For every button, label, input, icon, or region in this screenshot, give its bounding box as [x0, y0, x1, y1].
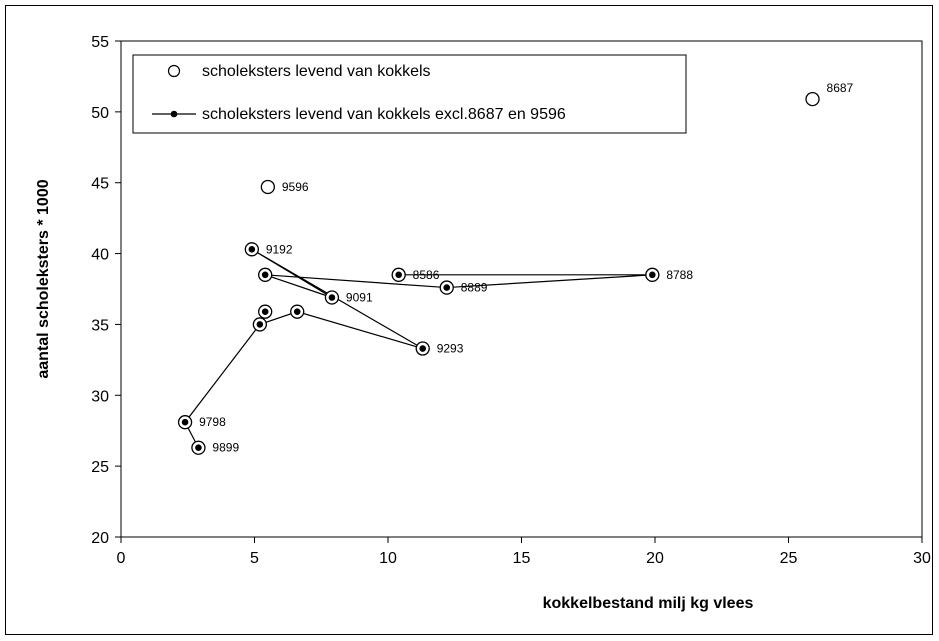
y-tick-label: 45 [91, 176, 109, 193]
point-label: 9596 [282, 180, 309, 194]
filled-dot-marker [395, 271, 402, 279]
point-label: 9091 [346, 291, 373, 305]
point-labels: 8586 8687 8788 8889 9091 9192 9293 9596 9798 9899 [199, 81, 853, 455]
markers [177, 91, 820, 455]
legend: scholeksters levend van kokkels scholeks… [132, 54, 687, 134]
y-tick-label: 55 [91, 34, 109, 51]
filled-dot-marker [181, 418, 189, 426]
filled-dot-marker [443, 284, 451, 291]
filled-dot-marker [261, 271, 269, 279]
y-tick-label: 50 [91, 105, 109, 122]
legend-label-open: scholeksters levend van kokkels [202, 63, 431, 80]
legend-filled-dot [170, 110, 178, 118]
y-tick-label: 25 [91, 459, 109, 476]
open-circle-marker [260, 179, 276, 195]
filled-dot-marker [256, 321, 264, 328]
x-axis-title: kokkelbestand milj kg vlees [543, 595, 754, 612]
filled-dot-marker [328, 294, 336, 301]
y-tick-label: 20 [91, 530, 109, 547]
filled-dot-marker [261, 308, 269, 315]
y-axis-title: aantal scholeksters * 1000 [35, 179, 52, 378]
filled-dot-marker [195, 444, 202, 452]
x-tick-label: 10 [379, 550, 397, 567]
x-tick-label: 0 [117, 550, 126, 567]
y-tick-label: 30 [91, 388, 109, 405]
x-tick-label: 15 [513, 550, 531, 567]
point-label: 9798 [199, 415, 226, 429]
y-tick-label: 35 [91, 317, 109, 334]
y-tick-label: 40 [91, 247, 109, 264]
x-tick-label: 25 [780, 550, 798, 567]
point-label: 8687 [827, 81, 854, 95]
axes: 0 5 10 15 20 25 30 20 25 30 35 40 45 50 55 [91, 34, 931, 567]
x-tick-label: 30 [913, 550, 931, 567]
legend-open-circle [167, 64, 181, 78]
filled-dot-marker [293, 308, 301, 315]
legend-label-connected: scholeksters levend van kokkels excl.868… [202, 106, 566, 123]
filled-dot-marker [248, 246, 256, 253]
point-label: 9899 [212, 441, 239, 455]
point-label: 8586 [413, 268, 440, 282]
filled-dot-marker [419, 345, 427, 352]
legend-box [132, 54, 687, 134]
x-tick-label: 20 [646, 550, 664, 567]
open-circle-marker [805, 91, 820, 107]
point-label: 9192 [266, 242, 293, 256]
filled-dot-marker [649, 271, 656, 279]
point-label: 9293 [437, 342, 464, 356]
point-label: 8788 [666, 268, 693, 282]
x-tick-label: 5 [250, 550, 259, 567]
point-label: 8889 [461, 281, 488, 295]
